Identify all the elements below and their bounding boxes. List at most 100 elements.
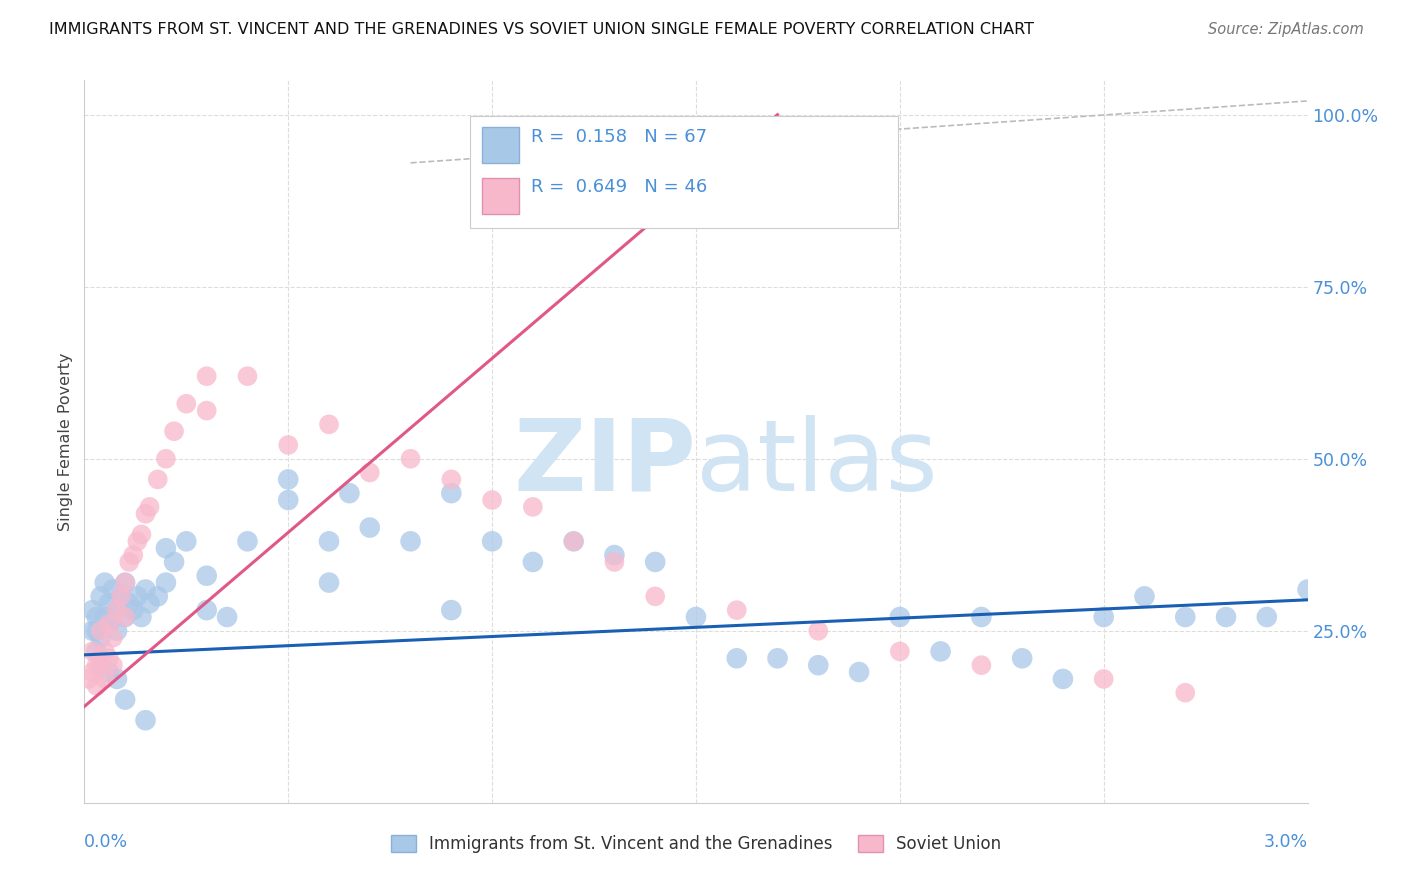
Point (82, 603, 104, 617)
Point (848, 665, 870, 679)
Point (90, 658, 112, 673)
Point (105, 624, 128, 638)
Point (176, 397, 198, 411)
Point (318, 575, 340, 590)
Point (118, 596, 141, 610)
Point (138, 500, 160, 514)
Point (399, 451, 422, 466)
FancyBboxPatch shape (470, 117, 898, 228)
Point (93, 610, 117, 624)
Point (440, 603, 463, 617)
Point (155, 451, 177, 466)
Point (1174, 686, 1197, 700)
Point (82, 665, 104, 679)
Point (86, 679, 108, 693)
Point (725, 603, 748, 617)
Point (970, 658, 993, 673)
Point (93, 575, 117, 590)
Point (97, 651, 120, 665)
Point (114, 610, 136, 624)
Point (644, 590, 666, 604)
Point (86, 658, 108, 673)
Point (82, 624, 104, 638)
Point (97, 616, 120, 631)
Point (86, 644, 108, 658)
Text: ZIP: ZIP (513, 415, 696, 512)
Point (127, 590, 149, 604)
Point (155, 575, 177, 590)
Point (1215, 610, 1237, 624)
Point (131, 527, 153, 541)
Point (114, 575, 136, 590)
Point (562, 534, 585, 549)
Text: R =  0.649   N = 46: R = 0.649 N = 46 (531, 178, 707, 196)
Point (1174, 610, 1197, 624)
Text: Source: ZipAtlas.com: Source: ZipAtlas.com (1208, 22, 1364, 37)
Point (481, 534, 503, 549)
Point (114, 692, 136, 706)
Point (318, 417, 340, 432)
Point (195, 369, 218, 384)
Point (522, 555, 544, 569)
Point (603, 555, 626, 569)
Point (90, 590, 112, 604)
Point (277, 493, 299, 508)
Point (195, 403, 218, 417)
Point (138, 596, 160, 610)
Point (146, 590, 169, 604)
Point (110, 590, 132, 604)
Point (86, 624, 108, 638)
Point (1092, 610, 1115, 624)
Point (163, 424, 186, 438)
Point (807, 624, 830, 638)
Point (101, 658, 124, 673)
Point (685, 610, 707, 624)
Point (195, 568, 218, 582)
Point (93, 644, 117, 658)
Point (176, 534, 198, 549)
Point (1092, 672, 1115, 686)
Point (339, 486, 361, 500)
Point (1133, 590, 1156, 604)
Point (135, 507, 157, 521)
Point (1011, 651, 1033, 665)
Point (1256, 610, 1278, 624)
Y-axis label: Single Female Poverty: Single Female Poverty (58, 352, 73, 531)
Point (146, 472, 169, 486)
Point (318, 534, 340, 549)
Point (522, 500, 544, 514)
Point (155, 541, 177, 556)
Point (970, 610, 993, 624)
Point (101, 631, 124, 645)
Point (889, 610, 911, 624)
Point (603, 548, 626, 562)
Point (131, 610, 153, 624)
Point (77, 672, 100, 686)
Point (118, 555, 141, 569)
Bar (482, 178, 519, 214)
Point (929, 644, 952, 658)
Point (105, 603, 128, 617)
Point (440, 486, 463, 500)
Point (82, 644, 104, 658)
Point (105, 672, 128, 686)
Point (766, 651, 789, 665)
Point (562, 534, 585, 549)
Point (440, 472, 463, 486)
Text: R =  0.158   N = 67: R = 0.158 N = 67 (531, 128, 707, 145)
Point (481, 493, 503, 508)
Point (277, 472, 299, 486)
Legend: Immigrants from St. Vincent and the Grenadines, Soviet Union: Immigrants from St. Vincent and the Gren… (384, 828, 1008, 860)
Point (644, 555, 666, 569)
Point (807, 658, 830, 673)
Point (236, 534, 259, 549)
Point (97, 665, 120, 679)
Point (90, 624, 112, 638)
Point (86, 610, 108, 624)
Text: atlas: atlas (696, 415, 938, 512)
Point (399, 534, 422, 549)
Point (93, 672, 117, 686)
Point (725, 651, 748, 665)
Point (277, 438, 299, 452)
Point (195, 603, 218, 617)
